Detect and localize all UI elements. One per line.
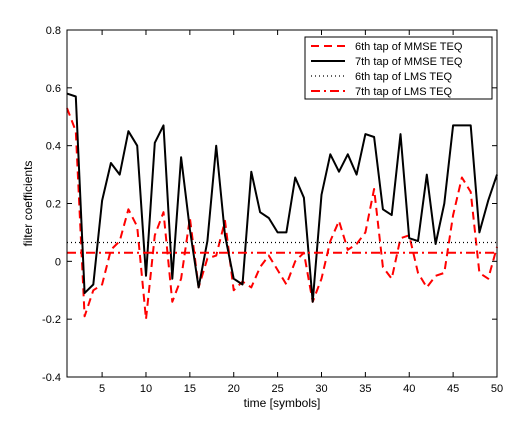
legend-label-1: 6th tap of MMSE TEQ <box>355 41 463 53</box>
y-tick-label: 0.2 <box>46 199 61 211</box>
x-tick-label: 15 <box>184 383 196 395</box>
x-tick-label: 20 <box>228 383 240 395</box>
y-tick-label: 0.4 <box>46 141 61 153</box>
x-tick-label: 10 <box>140 383 152 395</box>
series-layer <box>66 92 498 321</box>
y-tick-label: 0.6 <box>46 83 61 95</box>
x-tick-label: 35 <box>359 383 371 395</box>
y-tick-label: -0.4 <box>42 372 61 384</box>
x-tick-label: 5 <box>99 383 105 395</box>
y-tick-label: 0.8 <box>46 25 61 37</box>
legend-label-4: 7th tap of LMS TEQ <box>355 86 452 98</box>
ticks-layer: 5 10 15 20 25 30 35 40 45 50 -0.4 -0.2 0 0.2 0.4 0.6 0.8 <box>42 25 503 395</box>
y-tick-label: 0 <box>55 256 61 268</box>
legend-label-2: 7th tap of MMSE TEQ <box>355 56 463 68</box>
legend-box <box>304 36 493 100</box>
x-tick-label: 45 <box>447 383 459 395</box>
x-tick-label: 40 <box>403 383 415 395</box>
x-axis-label: time [symbols] <box>244 396 321 410</box>
legend-label-3: 6th tap of LMS TEQ <box>355 71 452 83</box>
y-axis-label: filter coefficients <box>21 161 35 247</box>
legend: 6th tap of MMSE TEQ 7th tap of MMSE TEQ 6t… <box>304 36 493 100</box>
x-tick-label: 30 <box>315 383 327 395</box>
x-tick-label: 50 <box>491 383 503 395</box>
y-tick-label: -0.2 <box>42 314 61 326</box>
x-tick-label: 25 <box>271 383 283 395</box>
series-line-2 <box>66 92 498 303</box>
series-line-1 <box>66 107 498 321</box>
